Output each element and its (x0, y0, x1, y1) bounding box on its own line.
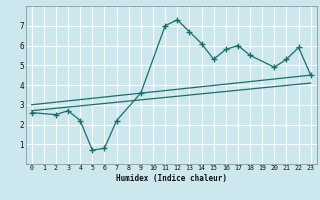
X-axis label: Humidex (Indice chaleur): Humidex (Indice chaleur) (116, 174, 227, 183)
